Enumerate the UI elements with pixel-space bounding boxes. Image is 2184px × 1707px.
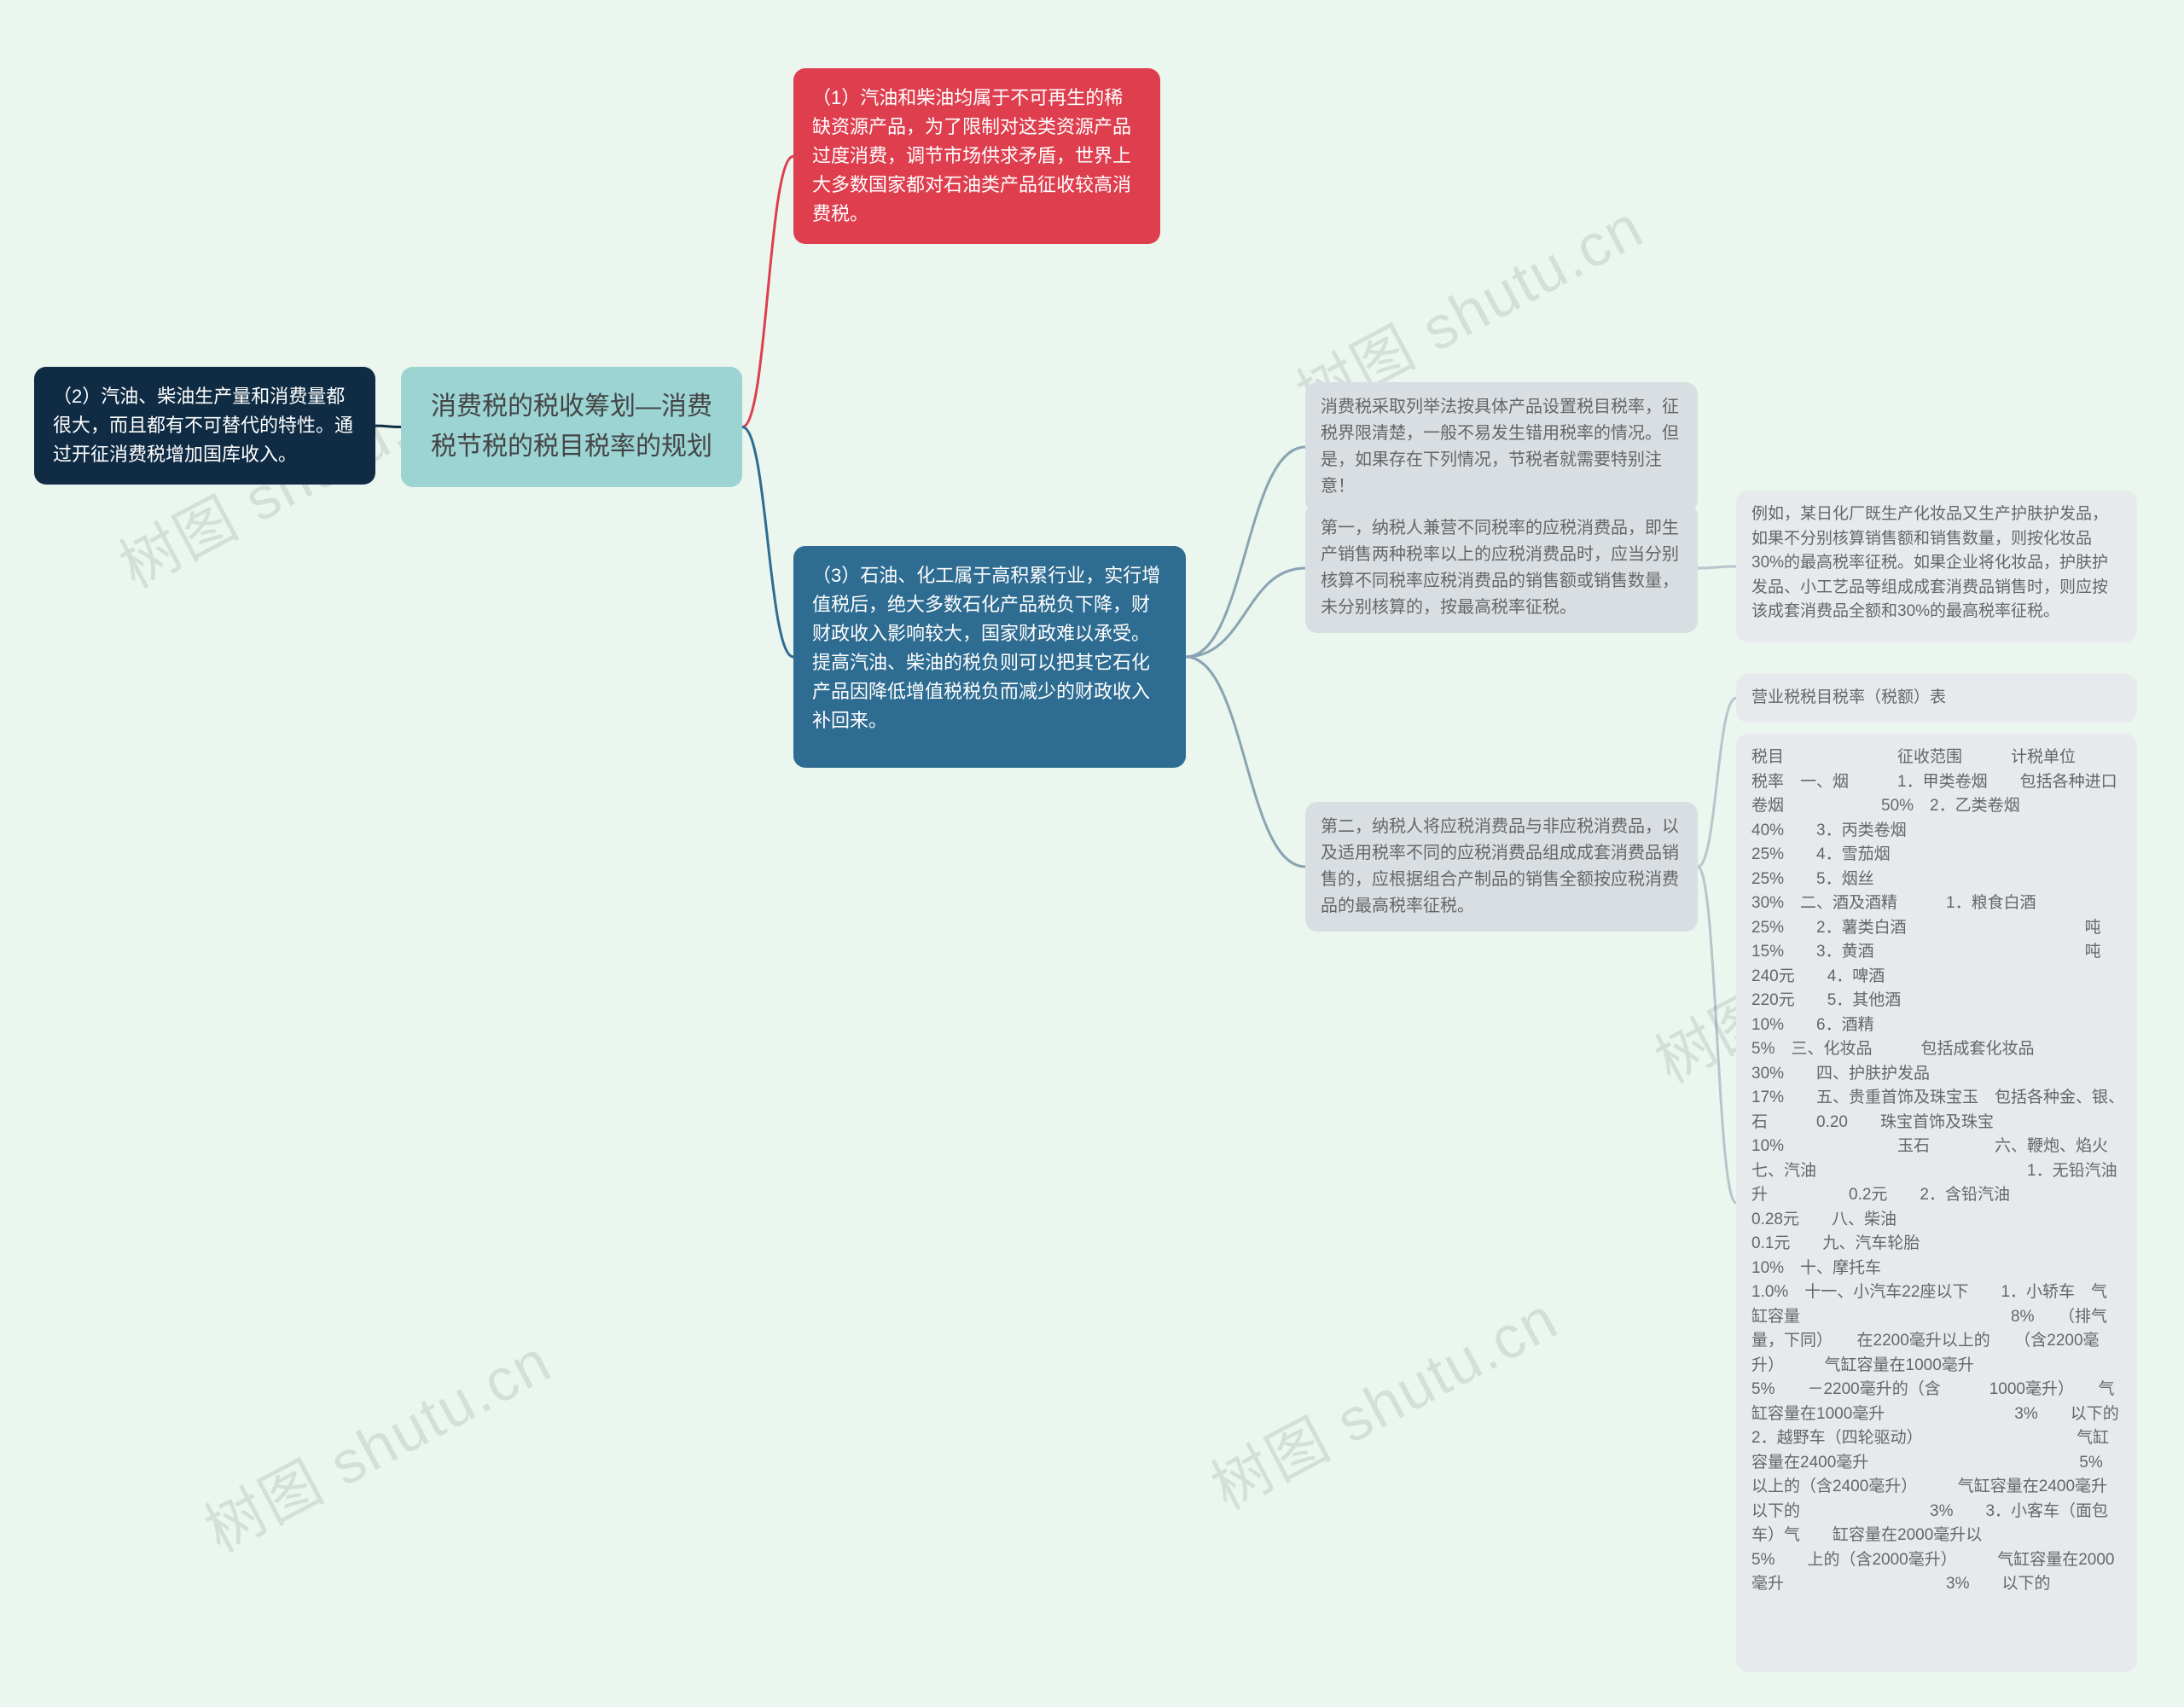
branch-node-1[interactable]: （1）汽油和柴油均属于不可再生的稀缺资源产品，为了限制对这类资源产品过度消费，调… (793, 68, 1160, 244)
diagram-canvas: 树图 shutu.cn 树图 shutu.cn 树图 shutu.cn 树图 s… (0, 0, 2184, 1707)
watermark: 树图 shutu.cn (188, 1315, 564, 1570)
leaf-node-first[interactable]: 第一，纳税人兼营不同税率的应税消费品，即生产销售两种税率以上的应税消费品时，应当… (1305, 503, 1698, 633)
leaf-node-second[interactable]: 第二，纳税人将应税消费品与非应税消费品，以及适用税率不同的应税消费品组成成套消费… (1305, 802, 1698, 932)
root-node[interactable]: 消费税的税收筹划—消费税节税的税目税率的规划 (401, 367, 742, 487)
watermark: 树图 shutu.cn (1194, 1272, 1571, 1527)
leaf-node-table-title[interactable]: 营业税税目税率（税额）表 (1736, 674, 2137, 723)
leaf-node-intro[interactable]: 消费税采取列举法按具体产品设置税目税率，征税界限清楚，一般不易发生错用税率的情况… (1305, 382, 1698, 512)
branch-node-2[interactable]: （2）汽油、柴油生产量和消费量都很大，而且都有不可替代的特性。通过开征消费税增加… (34, 367, 375, 485)
branch-node-3[interactable]: （3）石油、化工属于高积累行业，实行增值税后，绝大多数石化产品税负下降，财财政收… (793, 546, 1186, 768)
leaf-node-first-example[interactable]: 例如，某日化厂既生产化妆品又生产护肤护发品，如果不分别核算销售额和销售数量，则按… (1736, 491, 2137, 642)
leaf-node-table-body[interactable]: 税目 征收范围 计税单位 税率 一、烟 1．甲类卷烟 包括各种进口卷烟 50% … (1736, 734, 2137, 1672)
